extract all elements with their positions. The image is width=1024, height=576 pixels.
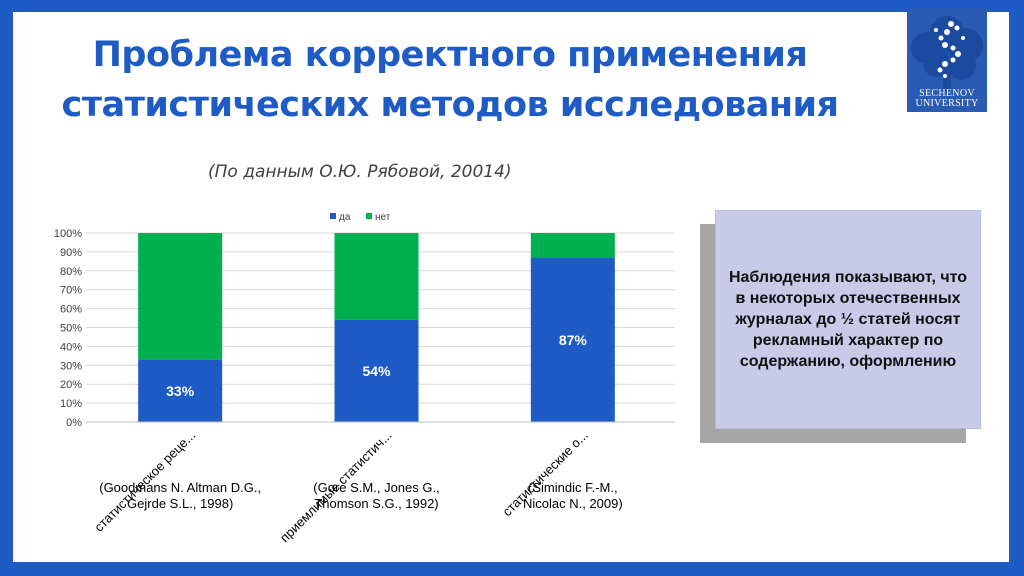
y-tick-label: 50% [60, 323, 82, 335]
bar-net [530, 233, 615, 258]
tree-emblem-icon [911, 16, 983, 91]
data-label: 54% [362, 363, 391, 379]
category-reference: Thomson S.G., 1992) [314, 496, 438, 511]
y-tick-label: 30% [60, 360, 82, 372]
y-tick-label: 0% [66, 417, 82, 429]
category-reference: Nicolac N., 2009) [523, 496, 623, 511]
note-text: Наблюдения показывают, что в некоторых о… [728, 269, 968, 370]
y-tick-label: 10% [60, 398, 82, 410]
sechenov-logo: Sechenov University [907, 8, 987, 112]
data-label: 87% [559, 332, 588, 348]
y-tick-label: 20% [60, 379, 82, 391]
data-label: 33% [166, 383, 195, 399]
y-tick-label: 100% [54, 228, 82, 240]
logo-text-sechenov: Sechenov [919, 88, 975, 99]
logo-text-university: University [915, 98, 979, 109]
y-tick-label: 70% [60, 285, 82, 297]
legend-swatch-da [330, 213, 336, 219]
bar-da [530, 257, 615, 422]
note-box: Наблюдения показывают, что в некоторых о… [715, 210, 981, 429]
stacked-bar-chart: 0% 10% 20% 30% 40% 50% 60% 70% 80% 90% 100% да нет 33… [54, 212, 675, 545]
category-reference: (Goodmans N. Altman D.G., [99, 480, 261, 495]
slide-title: Проблема корректного применения статисти… [0, 30, 900, 130]
bar-da [334, 319, 419, 422]
y-tick-label: 90% [60, 247, 82, 259]
category-reference: (Simindic F.-M., [528, 480, 618, 495]
y-tick-label: 60% [60, 304, 82, 316]
y-tick-label: 40% [60, 341, 82, 353]
category-reference: (Gore S.M., Jones G., [313, 480, 439, 495]
legend-label: нет [375, 212, 391, 223]
y-tick-label: 80% [60, 266, 82, 278]
legend-swatch-net [366, 213, 372, 219]
title-line-2: статистических методов исследования [61, 85, 839, 125]
title-line-1: Проблема корректного применения [92, 35, 808, 75]
bar-da [138, 359, 223, 422]
legend-label: да [339, 212, 351, 223]
bar-net [138, 233, 223, 360]
category-reference: Gejrde S.L., 1998) [127, 496, 233, 511]
bar-net [334, 233, 419, 320]
chart-subtitle: (По данным О.Ю. Рябовой, 20014) [208, 162, 512, 182]
